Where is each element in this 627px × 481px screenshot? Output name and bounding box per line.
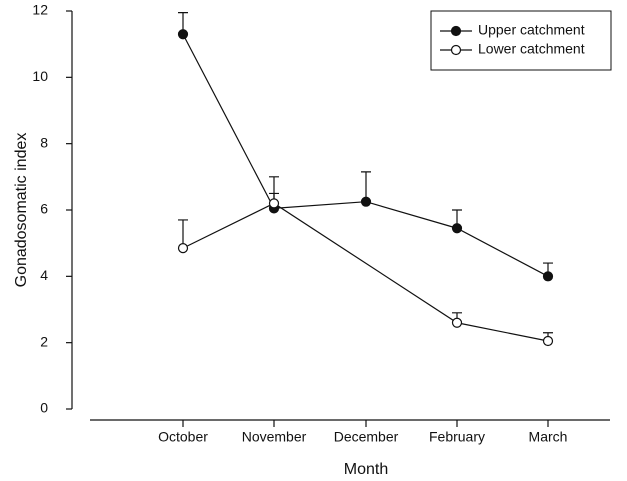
legend-label: Upper catchment bbox=[478, 22, 585, 38]
x-axis-label: Month bbox=[344, 461, 388, 478]
series-line bbox=[182, 33, 549, 277]
y-tick-label: 10 bbox=[32, 68, 48, 84]
x-tick-label: December bbox=[334, 429, 399, 445]
y-tick-label: 0 bbox=[40, 400, 48, 416]
y-tick-label: 6 bbox=[40, 201, 48, 217]
data-point bbox=[451, 223, 463, 234]
x-tick-label: March bbox=[529, 429, 568, 445]
y-tick-label: 12 bbox=[32, 2, 48, 18]
y-tick-label: 8 bbox=[40, 134, 48, 150]
legend-label: Lower catchment bbox=[478, 41, 585, 57]
data-point bbox=[177, 29, 189, 40]
series-line bbox=[182, 202, 549, 342]
y-tick-label: 4 bbox=[40, 267, 48, 283]
data-point bbox=[451, 317, 463, 328]
data-point bbox=[360, 196, 372, 207]
legend-marker bbox=[450, 44, 462, 56]
data-point bbox=[177, 243, 189, 254]
x-tick-label: February bbox=[429, 429, 485, 445]
y-tick-label: 2 bbox=[40, 333, 48, 349]
data-point bbox=[268, 198, 280, 209]
x-tick-label: October bbox=[158, 429, 208, 445]
data-point bbox=[542, 335, 554, 347]
y-axis-label: Gonadosomatic index bbox=[13, 133, 30, 288]
x-tick-label: November bbox=[242, 429, 307, 445]
data-point bbox=[542, 271, 554, 282]
legend-box bbox=[430, 10, 612, 71]
legend-marker bbox=[450, 25, 462, 37]
